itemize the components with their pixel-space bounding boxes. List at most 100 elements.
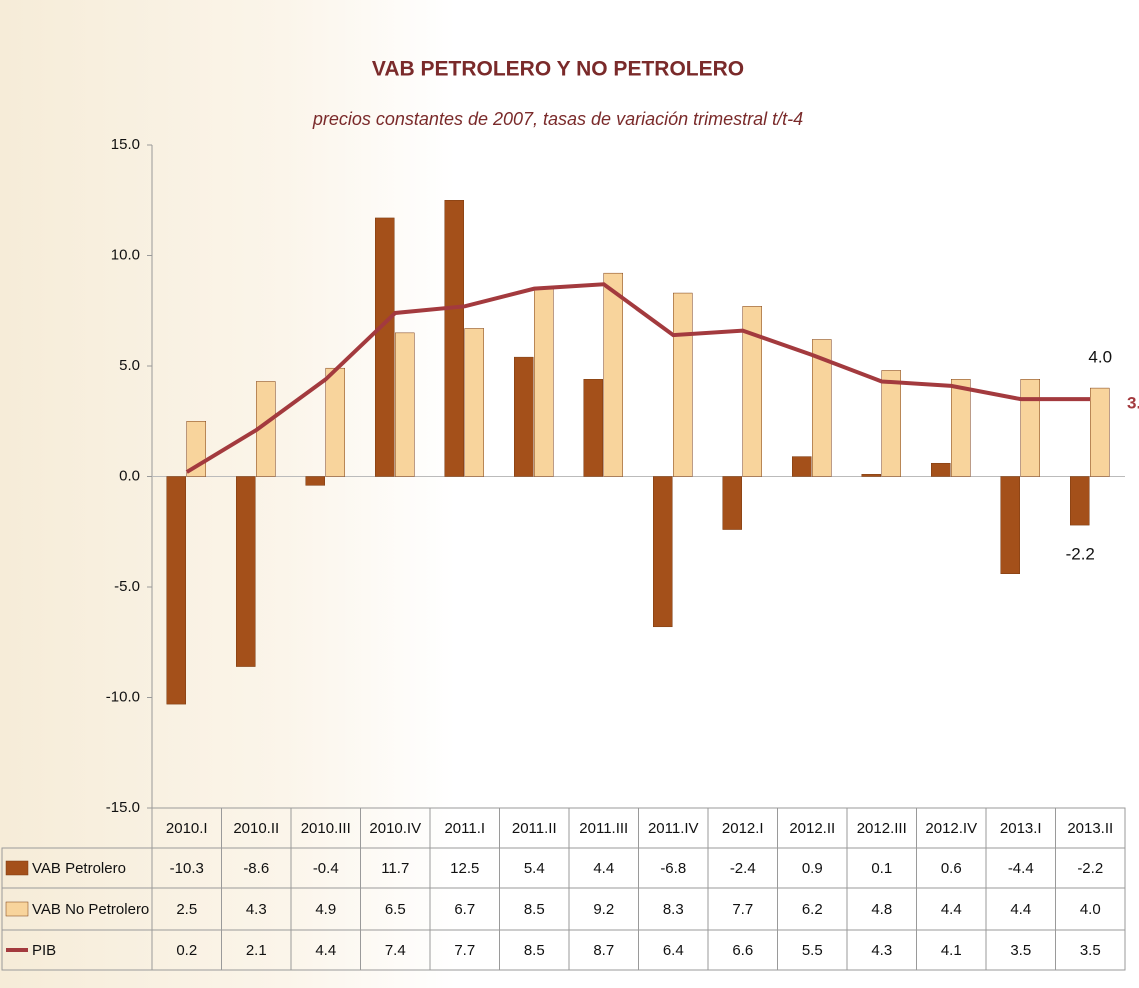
table-value: 7.4 [385,942,406,959]
table-cell [1,929,153,971]
bar [534,288,554,477]
table-value: 4.0 [1080,901,1101,918]
bar [1000,476,1020,574]
bar [812,339,832,477]
table-value: 4.4 [1010,901,1031,918]
table-value: 5.5 [802,942,823,959]
x-tick-label: 2013.I [1000,820,1042,837]
bar [742,306,762,477]
table-value: -2.4 [730,860,756,877]
end-label: -2.2 [1066,545,1095,564]
bar [931,462,951,477]
table-value: 8.5 [524,942,545,959]
end-label: 3.5 [1127,394,1139,413]
table-value: 4.8 [871,901,892,918]
x-tick-label: 2013.II [1067,820,1113,837]
bar [514,356,534,477]
bar [1020,379,1040,477]
table-value: 3.5 [1010,942,1031,959]
table-value: 4.1 [941,942,962,959]
end-label: 4.0 [1088,348,1112,367]
y-tick-label: 10.0 [111,246,140,263]
table-value: 4.4 [315,942,336,959]
bar [881,370,901,477]
x-tick-label: 2010.II [233,820,279,837]
bar [325,367,345,477]
table-value: 4.9 [315,901,336,918]
table-value: 0.9 [802,860,823,877]
bar [444,200,464,477]
bar [951,379,971,477]
bar [1090,387,1110,477]
table-value: 11.7 [381,860,409,877]
line [185,282,1091,474]
bar [722,476,742,530]
bar [166,476,186,705]
table-value: -4.4 [1008,860,1034,877]
bar [375,217,395,477]
table-value: 0.6 [941,860,962,877]
table-value: 7.7 [732,901,753,918]
table-value: 8.5 [524,901,545,918]
x-tick-label: 2012.IV [925,820,977,837]
x-tick-label: 2010.IV [369,820,421,837]
legend-label: PIB [32,942,56,959]
y-tick-label: -15.0 [106,799,140,816]
legend-swatch [5,901,29,917]
x-tick-label: 2011.II [512,820,557,837]
x-tick-label: 2011.III [579,820,628,837]
table-value: -10.3 [170,860,204,877]
table-value: 9.2 [593,901,614,918]
bar [395,332,415,477]
table-value: 4.4 [941,901,962,918]
table-value: 6.2 [802,901,823,918]
bar [236,476,256,667]
bar [792,456,812,477]
table-value: -0.4 [313,860,339,877]
y-tick-label: -10.0 [106,688,140,705]
table-value: -8.6 [243,860,269,877]
bar [305,476,325,486]
x-tick-label: 2011.I [444,820,485,837]
table-value: 6.5 [385,901,406,918]
table-value: 5.4 [524,860,545,877]
x-tick-label: 2010.I [166,820,208,837]
table-value: 2.1 [246,942,267,959]
y-tick-label: 0.0 [119,467,140,484]
table-value: 0.2 [176,942,197,959]
table-value: 8.3 [663,901,684,918]
table-value: -2.2 [1077,860,1103,877]
table-value: 0.1 [871,860,892,877]
table-value: 12.5 [450,860,479,877]
bar [653,476,673,628]
y-tick-label: 5.0 [119,357,140,374]
x-tick-label: 2012.I [722,820,764,837]
legend-swatch [5,860,29,876]
table-value: 4.3 [246,901,267,918]
table-value: 3.5 [1080,942,1101,959]
table-value: 6.6 [732,942,753,959]
x-tick-label: 2012.III [857,820,907,837]
table-value: 8.7 [593,942,614,959]
x-tick-label: 2012.II [789,820,835,837]
table-value: 4.4 [593,860,614,877]
x-tick-label: 2010.III [301,820,351,837]
table-value: 2.5 [176,901,197,918]
table-value: 6.7 [454,901,475,918]
y-tick-label: -5.0 [114,578,140,595]
y-tick-label: 15.0 [111,136,140,153]
bar [861,474,881,477]
table-value: 6.4 [663,942,684,959]
legend-label: VAB No Petrolero [32,901,149,918]
table-value: 7.7 [454,942,475,959]
chart-title: VAB PETROLERO Y NO PETROLERO [372,58,744,81]
bar [603,272,623,477]
bar [673,292,693,477]
legend-label: VAB Petrolero [32,860,126,877]
table-value: -6.8 [660,860,686,877]
bar [583,379,603,477]
bar [1070,476,1090,526]
table-value: 4.3 [871,942,892,959]
x-tick-label: 2011.IV [648,820,699,837]
